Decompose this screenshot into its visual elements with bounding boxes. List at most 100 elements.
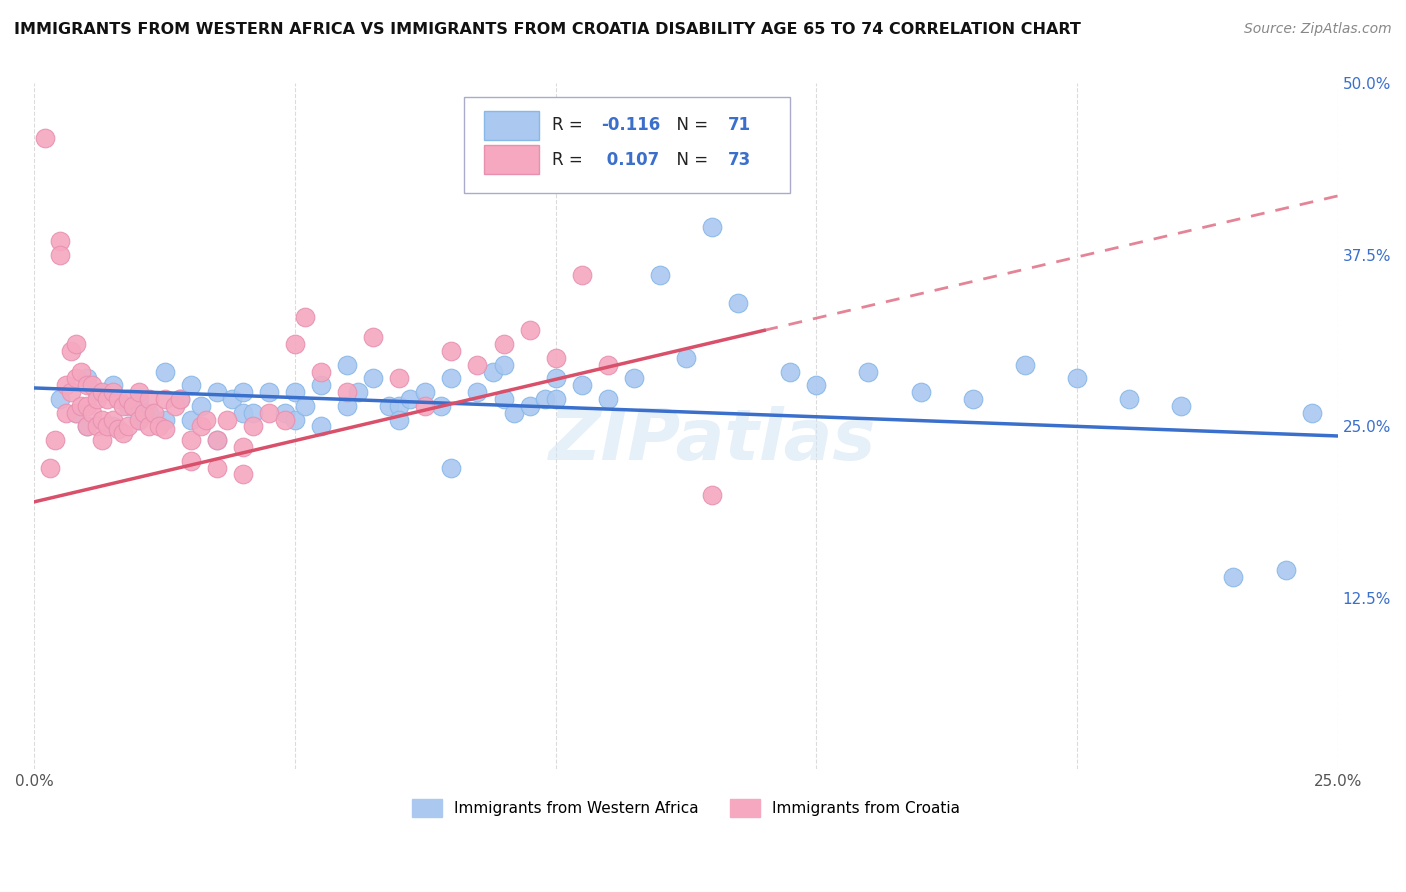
Point [70,399,93,413]
Point [415,399,437,413]
Point [336,399,359,413]
Point [101,419,124,434]
Text: N =: N = [666,151,714,169]
Point [65,406,87,420]
FancyBboxPatch shape [464,97,790,194]
Point [492,392,515,406]
Point [544,392,567,406]
Point [492,337,515,351]
Point [205,433,228,447]
Point [467,358,489,372]
Point [55,378,77,392]
Point [128,412,150,426]
Point [519,399,541,413]
Point [648,268,671,283]
Point [122,399,145,413]
Point [132,406,155,420]
Point [294,399,316,413]
Point [492,358,515,372]
Point [232,440,254,454]
Point [59,385,82,400]
Point [55,406,77,420]
Point [1274,563,1296,577]
Point [128,392,150,406]
Point [962,392,984,406]
Point [101,412,124,426]
Point [195,412,218,426]
Point [284,412,307,426]
FancyBboxPatch shape [484,111,538,140]
Point [111,399,134,413]
Point [273,412,295,426]
Point [70,364,93,378]
Point [153,392,176,406]
Point [232,467,254,482]
Point [180,412,202,426]
Point [217,412,239,426]
Point [779,364,801,378]
Point [205,460,228,475]
Point [361,371,384,385]
Point [596,358,619,372]
Point [284,385,307,400]
Point [232,406,254,420]
Point [257,385,280,400]
Legend: Immigrants from Western Africa, Immigrants from Croatia: Immigrants from Western Africa, Immigran… [405,792,966,823]
Point [138,406,160,420]
Point [76,371,98,385]
Point [571,378,593,392]
Point [806,378,828,392]
Point [49,392,72,406]
Point [544,371,567,385]
Point [430,399,453,413]
Point [148,419,170,434]
Point [623,371,645,385]
Point [153,412,176,426]
Point [39,460,62,475]
Point [361,330,384,344]
Point [86,419,108,434]
Point [1118,392,1140,406]
Point [273,406,295,420]
Point [1170,399,1192,413]
Point [232,385,254,400]
Point [117,399,139,413]
Point [138,392,160,406]
Point [336,358,359,372]
Point [107,422,129,436]
Text: Source: ZipAtlas.com: Source: ZipAtlas.com [1244,22,1392,37]
Point [91,412,114,426]
Point [190,419,212,434]
Text: IMMIGRANTS FROM WESTERN AFRICA VS IMMIGRANTS FROM CROATIA DISABILITY AGE 65 TO 7: IMMIGRANTS FROM WESTERN AFRICA VS IMMIGR… [14,22,1081,37]
Point [415,385,437,400]
Point [49,234,72,248]
Point [76,419,98,434]
Point [205,385,228,400]
Point [1066,371,1088,385]
Point [138,419,160,434]
Point [128,412,150,426]
Point [700,488,723,502]
Point [49,248,72,262]
Point [65,337,87,351]
Point [378,399,401,413]
Point [388,412,411,426]
Point [336,385,359,400]
Point [180,433,202,447]
Point [440,371,463,385]
Point [143,406,166,420]
Point [467,385,489,400]
Point [346,385,368,400]
Point [107,392,129,406]
Point [727,296,749,310]
Point [242,406,264,420]
Point [180,453,202,467]
Point [242,419,264,434]
Point [76,399,98,413]
Point [544,351,567,365]
Point [309,419,332,434]
Text: 0.107: 0.107 [602,151,659,169]
Point [503,406,526,420]
Point [440,460,463,475]
Point [86,392,108,406]
